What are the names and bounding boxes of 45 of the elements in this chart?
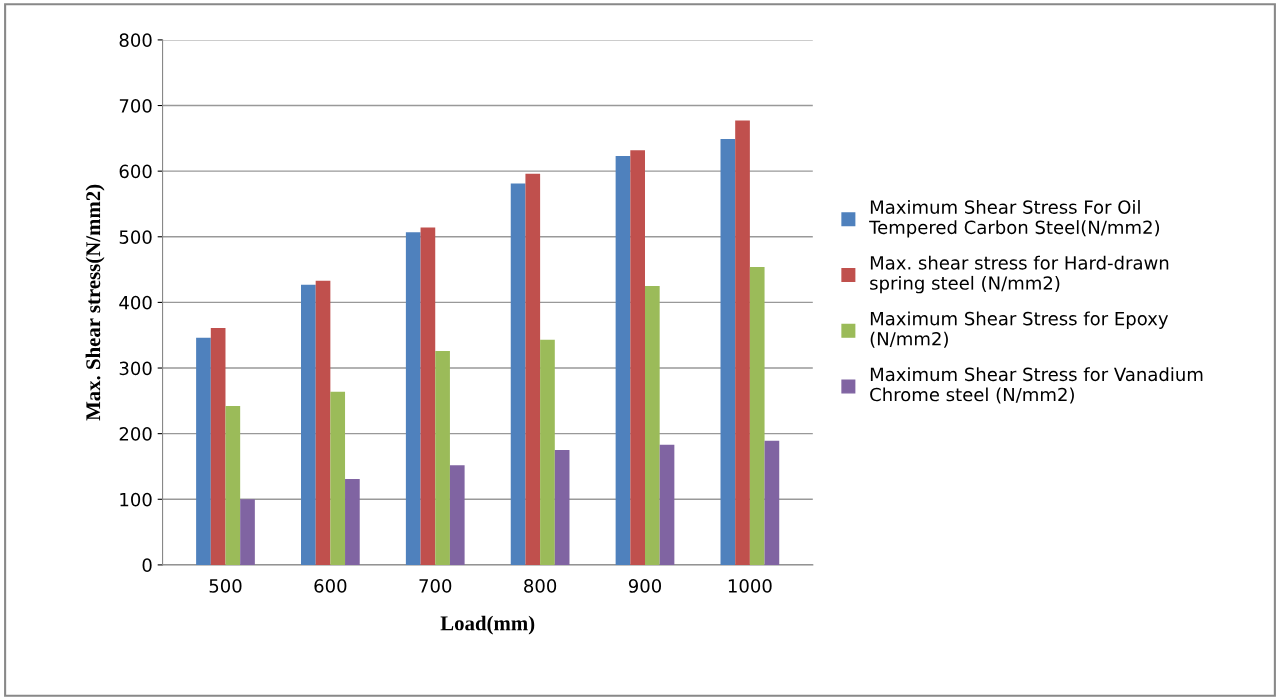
x-tick-label: 1000 [728, 579, 772, 593]
y-tick-label: 600 [119, 164, 152, 179]
bar [749, 266, 765, 565]
bar [645, 285, 660, 565]
x-tick-label: 600 [314, 579, 347, 593]
bar [196, 337, 211, 565]
bar [735, 120, 750, 565]
legend-label: Max. shear stress for Hard-drawn spring steel (N/mm2) [870, 255, 1169, 294]
bar [330, 391, 346, 565]
y-tick-label: 200 [119, 427, 152, 441]
bar [449, 465, 465, 565]
y-tick-label: 0 [142, 558, 152, 573]
bar [510, 183, 526, 565]
bar [554, 450, 570, 565]
bar [210, 327, 226, 565]
y-tick-label: 100 [120, 492, 152, 507]
bar [659, 444, 675, 565]
y-tick-label: 300 [119, 361, 152, 376]
bar [615, 156, 631, 565]
bar [525, 173, 541, 565]
y-tick-label: 500 [119, 230, 152, 244]
x-tick-label: 500 [209, 579, 242, 593]
bar [301, 284, 316, 565]
bar [345, 478, 360, 565]
x-tick-label: 700 [419, 579, 452, 593]
bar [540, 339, 555, 565]
x-axis-title: Load(mm) [440, 615, 535, 635]
bar [405, 232, 421, 565]
bar [630, 150, 645, 565]
legend-label: Maximum Shear Stress for Epoxy (N/mm2) [870, 311, 1169, 348]
y-tick-label: 800 [119, 33, 152, 48]
y-tick-label: 400 [119, 295, 152, 310]
legend-label: Maximum Shear Stress for Vanadium Chrome steel (N/mm2) [870, 367, 1203, 404]
bar [764, 440, 780, 565]
legend-label: Maximum Shear Stress For Oil Tempered Carbon Steel(N/mm2) [869, 199, 1160, 238]
bar [720, 138, 736, 565]
bar [315, 280, 331, 565]
y-axis-title: Max. Shear stress(N/mm2) [85, 184, 105, 421]
bar [420, 227, 436, 565]
x-tick-label: 800 [524, 579, 557, 593]
bar [240, 499, 255, 565]
bar [225, 406, 241, 565]
x-tick-label: 900 [628, 579, 662, 593]
y-tick-label: 700 [119, 98, 152, 113]
bar [435, 350, 450, 565]
